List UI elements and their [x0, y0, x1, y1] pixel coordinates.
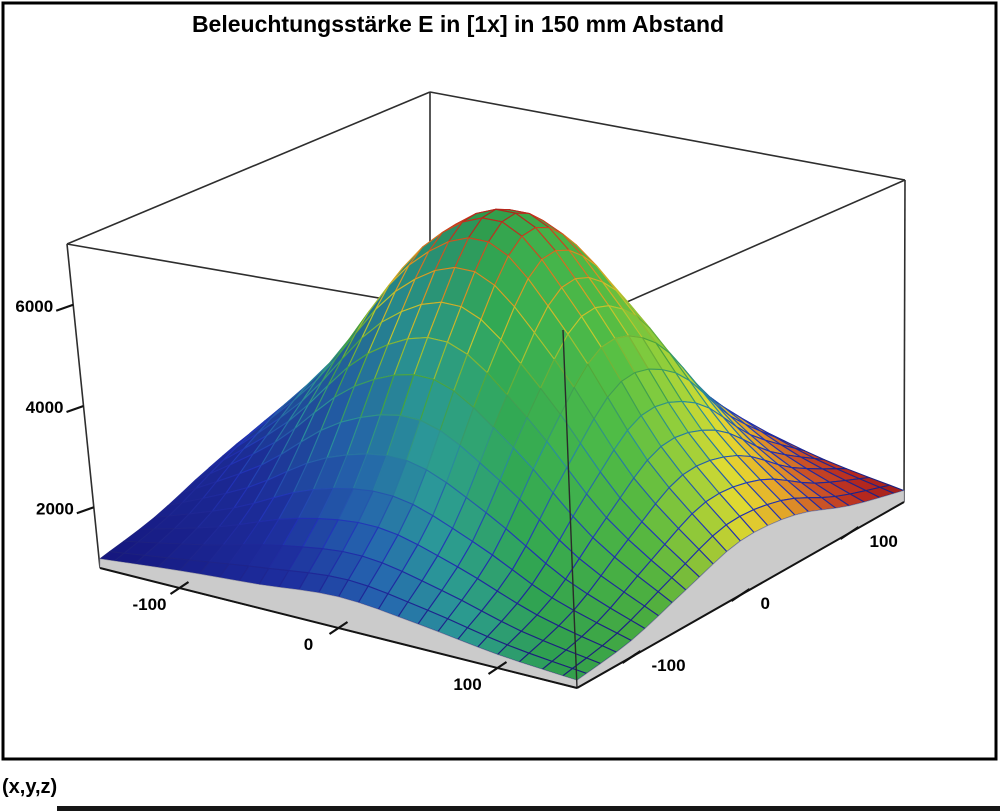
- surface-plot-canvas: -100 0 100 -100 0 100 2000 4000 6000: [15, 91, 906, 694]
- axes-box-edge: [429, 91, 906, 181]
- x-tick: [169, 581, 190, 595]
- x-tick-label: 100: [453, 675, 481, 694]
- y-tick: [839, 526, 860, 540]
- plot-title: Beleuchtungsstärke E in [1x] in 150 mm A…: [192, 11, 724, 37]
- z-tick-label: 2000: [36, 499, 74, 518]
- x-tick-label: 0: [304, 635, 313, 654]
- y-tick-label: -100: [652, 656, 686, 675]
- axes-box-edge: [903, 179, 906, 503]
- axes-box-edge: [66, 91, 431, 245]
- z-tick: [55, 303, 74, 312]
- z-tick-label: 6000: [15, 297, 53, 316]
- x-tick-label: -100: [132, 595, 166, 614]
- surface-skirt-right: [576, 490, 905, 689]
- y-tick: [730, 588, 751, 602]
- y-tick-label: 0: [761, 594, 770, 613]
- bottom-edge-bar: [57, 806, 1000, 811]
- x-tick: [487, 661, 508, 675]
- surface-skirt-front: [99, 558, 578, 689]
- z-tick: [76, 506, 95, 515]
- z-tick-label: 4000: [26, 398, 64, 417]
- footer-label: (x,y,z): [2, 776, 57, 798]
- y-tick: [621, 650, 642, 664]
- axes-box-front-edge: [562, 329, 578, 689]
- z-tick: [66, 404, 84, 414]
- surface-mesh: [99, 208, 905, 681]
- y-tick-label: 100: [870, 532, 898, 551]
- x-tick: [328, 621, 349, 635]
